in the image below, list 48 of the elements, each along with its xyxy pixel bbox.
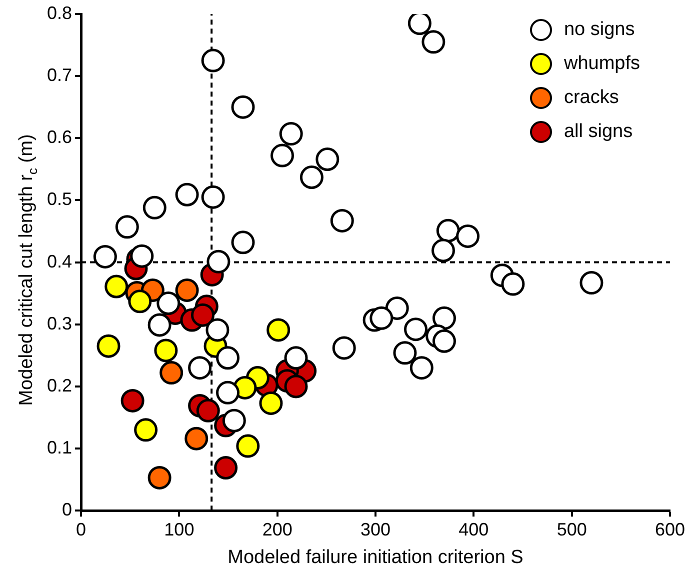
x-tick-label: 400 — [458, 519, 489, 540]
point — [284, 374, 308, 398]
point — [175, 278, 199, 302]
point — [501, 272, 525, 296]
point — [128, 290, 152, 314]
point — [160, 361, 184, 385]
point — [148, 466, 172, 490]
point — [134, 418, 158, 442]
y-tick-label: 0.1 — [46, 437, 72, 458]
x-axis-title: Modeled failure initiation criterion S — [228, 546, 524, 568]
legend-label: all signs — [564, 121, 633, 143]
point — [236, 434, 260, 458]
point — [154, 338, 178, 362]
point — [259, 391, 283, 415]
y-tick-label: 0.7 — [46, 65, 72, 86]
x-tick-label: 300 — [360, 519, 391, 540]
y-tick-label: 0 — [62, 500, 72, 520]
x-tick-label: 500 — [556, 519, 587, 540]
x-tick-label: 0 — [76, 519, 86, 540]
legend-label: whumpfs — [564, 53, 640, 75]
point — [432, 329, 456, 353]
x-tick-label: 100 — [164, 519, 194, 540]
x-tick-label: 600 — [654, 519, 686, 540]
y-tick-label: 0.6 — [46, 127, 72, 148]
point — [222, 408, 246, 432]
y-tick-label: 0.8 — [46, 2, 72, 23]
y-tick-label: 0.5 — [46, 189, 72, 210]
legend-label: no signs — [564, 19, 635, 41]
y-tick-label: 0.3 — [46, 313, 72, 334]
legend-label: cracks — [564, 87, 619, 109]
point — [201, 185, 225, 209]
point — [120, 388, 144, 412]
y-tick-label: 0.4 — [46, 251, 72, 272]
point — [370, 306, 394, 330]
point — [266, 318, 290, 342]
point — [96, 334, 120, 358]
point — [156, 292, 180, 316]
point — [206, 318, 230, 342]
point — [190, 303, 214, 327]
point — [284, 346, 308, 370]
point — [216, 346, 240, 370]
y-tick-label: 0.2 — [46, 375, 72, 396]
point — [104, 274, 128, 298]
point — [196, 398, 220, 422]
point — [206, 250, 230, 274]
x-tick-label: 200 — [262, 519, 292, 540]
point — [214, 456, 238, 480]
point — [184, 426, 208, 450]
